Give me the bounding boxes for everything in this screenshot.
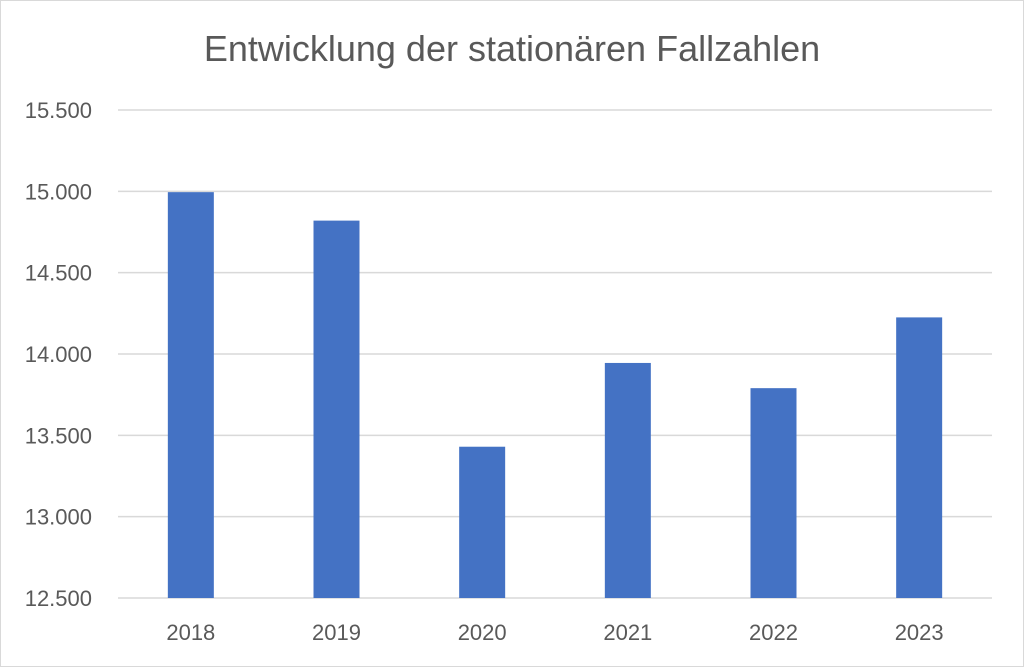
x-tick-label: 2022 xyxy=(749,620,798,645)
y-tick-label: 13.500 xyxy=(25,423,92,448)
y-axis-labels: 12.500 13.000 13.500 14.000 14.500 15.000 15.5… xyxy=(25,98,92,611)
chart-title: Entwicklung der stationären Fallzahlen xyxy=(203,28,821,69)
y-tick-label: 14.000 xyxy=(25,342,92,367)
y-tick-label: 13.000 xyxy=(25,505,92,530)
bar-2021 xyxy=(604,362,651,598)
x-tick-label: 2023 xyxy=(895,620,944,645)
bar-2022 xyxy=(750,388,797,598)
x-tick-label: 2019 xyxy=(312,620,361,645)
bar-2018 xyxy=(167,192,214,598)
bar-2023 xyxy=(896,317,943,598)
bar-2019 xyxy=(313,220,360,598)
bar-2020 xyxy=(459,446,506,598)
y-tick-label: 14.500 xyxy=(25,261,92,286)
gridlines xyxy=(118,109,992,599)
y-tick-label: 15.500 xyxy=(25,98,92,123)
x-tick-label: 2018 xyxy=(166,620,215,645)
x-axis-labels: 2018 2019 2020 2021 2022 2023 xyxy=(166,620,943,645)
y-tick-label: 12.500 xyxy=(25,586,92,611)
x-tick-label: 2021 xyxy=(603,620,652,645)
bars xyxy=(167,192,943,598)
x-tick-label: 2020 xyxy=(458,620,507,645)
y-tick-label: 15.000 xyxy=(25,179,92,204)
